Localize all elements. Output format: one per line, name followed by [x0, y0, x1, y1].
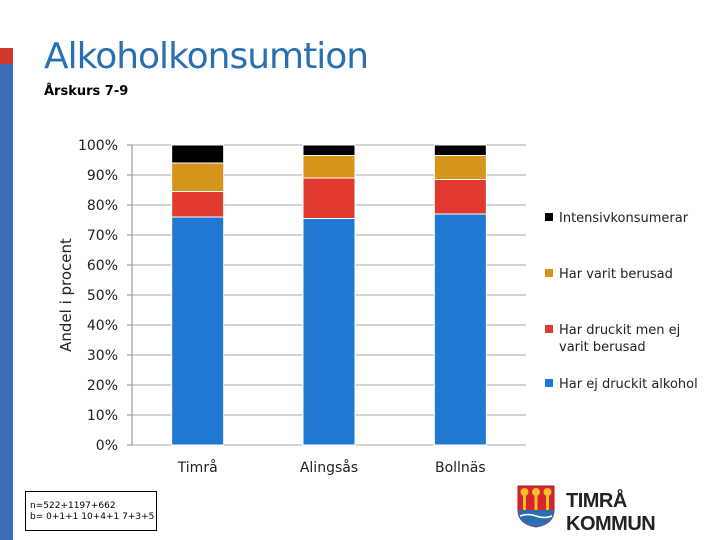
y-tick-label: 20% — [87, 378, 118, 394]
legend-label: Har ej druckit alkohol — [559, 377, 698, 392]
bar-segment — [171, 144, 225, 164]
legend-swatch — [545, 213, 553, 221]
bar-segment — [433, 155, 487, 180]
y-tick-label: 80% — [87, 198, 118, 214]
municipality-logo-text: TIMRÅ KOMMUN — [566, 490, 656, 535]
legend-swatch — [545, 325, 553, 333]
legend-label: Har varit berusad — [559, 267, 673, 282]
bar-segment — [433, 213, 487, 446]
y-axis-label: Andel i procent — [57, 238, 75, 352]
decorative-side-bar-red — [0, 48, 13, 64]
bar-segment — [433, 144, 487, 156]
bar-segment — [171, 216, 225, 446]
page-title: Alkoholkonsumtion — [44, 36, 369, 77]
x-tick-label: Timrå — [177, 459, 218, 476]
bar-segment — [302, 155, 356, 179]
timra-coat-of-arms-icon — [517, 485, 555, 528]
y-tick-label: 70% — [87, 228, 118, 244]
bar-segment — [171, 162, 225, 192]
y-tick-label: 40% — [87, 318, 118, 334]
y-tick-label: 0% — [96, 438, 118, 454]
footnote-line-2: b= 0+1+1 10+4+1 7+3+5 — [30, 512, 155, 522]
y-tick-label: 30% — [87, 348, 118, 364]
legend-label: Intensivkonsumerar — [559, 211, 689, 226]
bar-segment — [302, 144, 356, 156]
x-tick-label: Alingsås — [300, 459, 358, 476]
legend-swatch — [545, 379, 553, 387]
y-tick-label: 50% — [87, 288, 118, 304]
legend-label: Har druckit men ej varit berusad — [559, 323, 681, 355]
footnote-line-1: n=522+1197+662 — [30, 501, 116, 511]
legend-swatch — [545, 269, 553, 277]
x-tick-label: Bollnäs — [435, 460, 486, 476]
y-tick-label: 90% — [87, 168, 118, 184]
y-tick-label: 10% — [87, 408, 118, 424]
page-subtitle: Årskurs 7-9 — [44, 84, 129, 99]
bar-segment — [302, 177, 356, 219]
bar-segment — [433, 179, 487, 215]
bar-segment — [171, 191, 225, 218]
y-tick-label: 100% — [78, 138, 118, 154]
decorative-side-bar-blue — [0, 64, 13, 540]
bar-segment — [302, 218, 356, 446]
y-tick-label: 60% — [87, 258, 118, 274]
sample-size-footnote: n=522+1197+662 b= 0+1+1 10+4+1 7+3+5 — [25, 491, 157, 531]
